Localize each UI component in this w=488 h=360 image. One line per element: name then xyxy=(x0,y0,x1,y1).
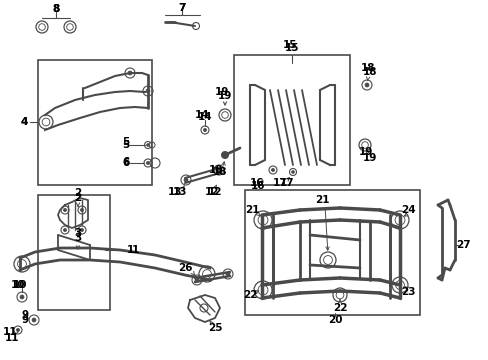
Text: 7: 7 xyxy=(178,3,185,13)
Text: 8: 8 xyxy=(52,4,60,14)
Ellipse shape xyxy=(146,144,149,147)
Text: 10: 10 xyxy=(13,280,27,290)
Ellipse shape xyxy=(146,161,149,165)
Text: 17: 17 xyxy=(279,178,294,188)
Text: 5: 5 xyxy=(122,140,129,150)
Text: 27: 27 xyxy=(455,240,469,250)
Text: 24: 24 xyxy=(400,205,414,215)
Ellipse shape xyxy=(63,228,66,231)
Text: 13: 13 xyxy=(167,187,182,197)
Text: 18: 18 xyxy=(360,63,374,73)
Ellipse shape xyxy=(271,168,274,172)
Ellipse shape xyxy=(221,152,228,158)
Text: 10: 10 xyxy=(11,280,25,290)
Text: 8: 8 xyxy=(52,4,60,14)
Text: 21: 21 xyxy=(314,195,328,205)
Ellipse shape xyxy=(183,178,187,182)
Text: 6: 6 xyxy=(122,158,129,168)
Text: 22: 22 xyxy=(242,290,257,300)
Text: 19: 19 xyxy=(214,87,229,97)
Text: 3: 3 xyxy=(74,228,81,238)
Text: 3: 3 xyxy=(74,233,81,243)
Bar xyxy=(38,60,152,185)
Text: 11: 11 xyxy=(5,333,19,343)
Text: 14: 14 xyxy=(194,110,209,120)
Text: 6: 6 xyxy=(122,157,129,167)
Ellipse shape xyxy=(225,272,229,276)
Text: 7: 7 xyxy=(178,3,185,13)
Text: 17: 17 xyxy=(272,178,287,188)
Text: 19: 19 xyxy=(358,147,372,157)
Text: 2: 2 xyxy=(74,193,81,203)
Ellipse shape xyxy=(217,168,221,172)
Text: 4: 4 xyxy=(20,117,28,127)
Text: 1: 1 xyxy=(126,245,133,255)
Ellipse shape xyxy=(291,171,294,174)
Text: 4: 4 xyxy=(20,117,28,127)
Text: 12: 12 xyxy=(204,187,219,197)
Text: 22: 22 xyxy=(332,303,346,313)
Text: 11: 11 xyxy=(3,327,17,337)
Bar xyxy=(244,190,419,315)
Bar xyxy=(234,55,349,185)
Text: 16: 16 xyxy=(249,178,264,188)
Ellipse shape xyxy=(364,83,368,87)
Text: 2: 2 xyxy=(74,188,81,198)
Text: 18: 18 xyxy=(212,167,227,177)
Ellipse shape xyxy=(80,208,83,212)
Text: 26: 26 xyxy=(177,263,192,273)
Text: 23: 23 xyxy=(400,287,414,297)
Ellipse shape xyxy=(17,328,20,332)
Text: 12: 12 xyxy=(207,187,222,197)
Ellipse shape xyxy=(63,208,66,212)
Text: 15: 15 xyxy=(284,43,299,53)
Bar xyxy=(38,195,110,310)
Text: 5: 5 xyxy=(122,137,129,147)
Text: 19: 19 xyxy=(362,153,376,163)
Ellipse shape xyxy=(203,129,206,132)
Ellipse shape xyxy=(80,228,83,231)
Text: 19: 19 xyxy=(217,91,232,101)
Text: 18: 18 xyxy=(362,67,376,77)
Text: 9: 9 xyxy=(21,310,28,320)
Text: 18: 18 xyxy=(208,165,223,175)
Ellipse shape xyxy=(128,71,132,75)
Text: 14: 14 xyxy=(197,112,212,122)
Text: 1: 1 xyxy=(131,245,138,255)
Text: 9: 9 xyxy=(21,315,28,325)
Ellipse shape xyxy=(20,295,24,299)
Text: 21: 21 xyxy=(244,205,259,215)
Text: 16: 16 xyxy=(250,181,264,191)
Text: 13: 13 xyxy=(172,187,187,197)
Ellipse shape xyxy=(146,89,150,93)
Ellipse shape xyxy=(195,278,199,282)
Text: 15: 15 xyxy=(282,40,297,50)
Text: 20: 20 xyxy=(327,315,342,325)
Ellipse shape xyxy=(32,318,36,322)
Text: 25: 25 xyxy=(207,323,222,333)
